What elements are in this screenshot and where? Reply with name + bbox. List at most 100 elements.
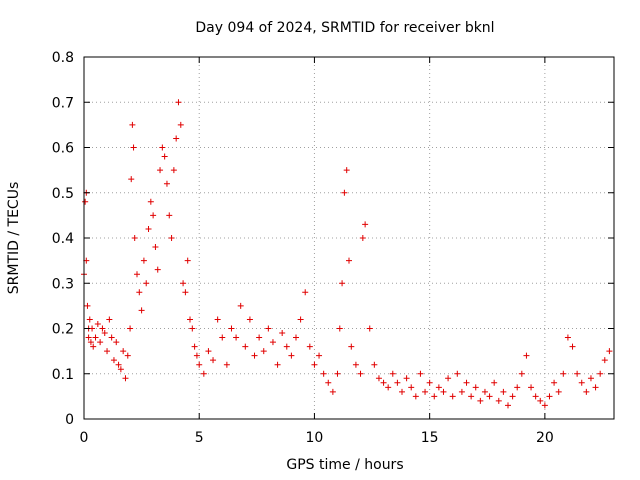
data-point: [184, 257, 191, 264]
data-point: [523, 352, 530, 359]
data-point: [145, 225, 152, 232]
data-point: [491, 379, 498, 386]
data-point: [385, 384, 392, 391]
data-point: [168, 235, 175, 241]
data-point: [127, 325, 134, 332]
data-point: [311, 361, 318, 368]
data-point: [449, 393, 456, 400]
data-point: [569, 343, 576, 350]
data-point: [219, 334, 226, 341]
data-point: [136, 289, 143, 296]
data-point: [84, 302, 91, 309]
data-point: [329, 388, 336, 395]
y-tick-label: 0.5: [52, 186, 74, 202]
data-point: [458, 388, 465, 395]
data-point: [196, 361, 203, 368]
data-point: [560, 370, 567, 377]
data-point: [306, 343, 313, 350]
data-point: [140, 257, 147, 264]
data-point: [288, 352, 295, 359]
data-point: [124, 352, 131, 359]
x-axis-label: GPS time / hours: [286, 457, 403, 473]
data-point: [412, 393, 419, 400]
data-point: [193, 352, 200, 359]
data-point: [518, 370, 525, 377]
data-point: [242, 343, 249, 350]
data-point: [343, 167, 350, 174]
data-point: [163, 180, 170, 187]
data-point: [574, 370, 581, 377]
data-point: [417, 370, 424, 377]
data-point: [166, 212, 173, 219]
data-point: [380, 379, 387, 386]
data-point: [159, 144, 166, 151]
data-point: [157, 167, 164, 174]
data-point: [505, 402, 511, 409]
data-point: [101, 330, 108, 337]
data-point: [260, 348, 267, 355]
data-point: [541, 402, 548, 409]
data-point: [293, 334, 299, 341]
data-point: [564, 334, 571, 341]
data-point: [143, 280, 150, 287]
y-tick-label: 0.4: [52, 231, 74, 247]
data-point: [486, 393, 493, 400]
data-point: [205, 348, 212, 355]
data-point: [120, 348, 127, 355]
data-point: [601, 357, 608, 364]
data-point: [108, 334, 115, 341]
data-point: [366, 325, 373, 332]
data-point: [509, 393, 516, 400]
data-point: [426, 379, 433, 386]
data-point: [279, 330, 286, 337]
data-point: [92, 334, 99, 341]
data-point: [606, 348, 613, 355]
data-point: [138, 307, 145, 314]
data-point: [154, 266, 161, 273]
y-tick-label: 0.7: [52, 95, 74, 111]
data-point: [191, 343, 198, 350]
data-point: [90, 343, 97, 350]
data-point: [180, 280, 187, 287]
data-point: [408, 384, 415, 391]
tick-labels: 0 0.1 0.2 0.3 0.4 0.5 0.6 0.7 0.8 0 5 10 15 20: [52, 50, 554, 446]
data-point: [283, 343, 290, 350]
data-point: [334, 370, 341, 377]
data-point: [200, 370, 207, 377]
data-point: [110, 357, 117, 364]
y-axis-label: SRMTID / TECUs: [6, 182, 22, 295]
data-point: [352, 361, 359, 368]
data-point: [325, 379, 332, 386]
data-point: [85, 334, 92, 341]
data-point: [546, 393, 553, 400]
data-point: [348, 343, 355, 350]
data-point: [440, 388, 447, 395]
data-point: [131, 235, 138, 241]
data-point: [113, 339, 120, 346]
data-point: [274, 361, 281, 368]
data-point: [173, 135, 180, 142]
data-point: [86, 316, 93, 323]
data-point: [346, 257, 352, 264]
data-point: [302, 289, 309, 296]
grid-lines: [84, 57, 614, 419]
data-point: [394, 379, 401, 386]
y-tick-label: 0.2: [52, 322, 74, 338]
data-point: [528, 384, 535, 391]
data-point: [94, 320, 101, 327]
data-point: [106, 316, 113, 323]
data-point: [115, 361, 122, 368]
data-point: [170, 167, 177, 174]
data-point: [97, 339, 104, 346]
data-point: [210, 357, 217, 364]
data-point: [551, 379, 558, 386]
data-point: [129, 121, 136, 128]
data-points: [81, 99, 613, 409]
data-point: [555, 388, 562, 395]
data-point: [150, 212, 157, 219]
data-point: [82, 198, 89, 205]
data-point: [422, 388, 429, 395]
chart-title: Day 094 of 2024, SRMTID for receiver bkn…: [195, 20, 494, 36]
data-point: [597, 370, 604, 377]
